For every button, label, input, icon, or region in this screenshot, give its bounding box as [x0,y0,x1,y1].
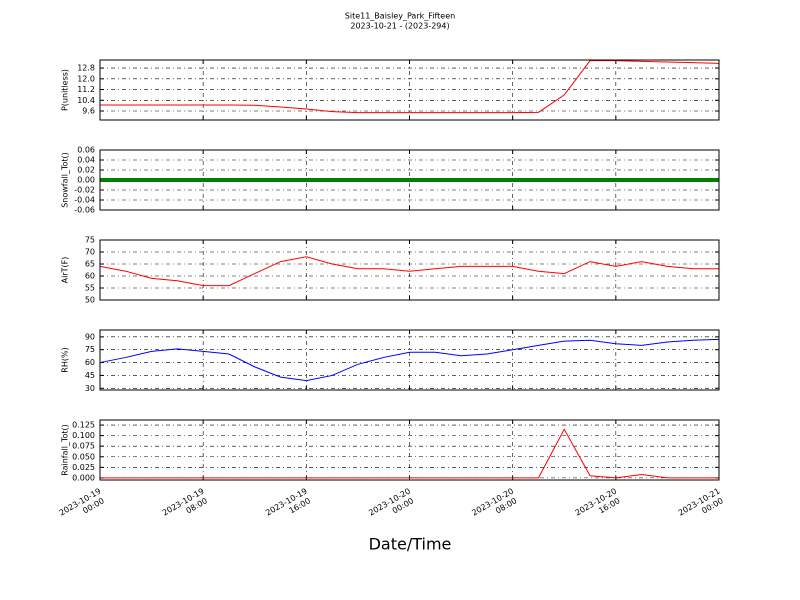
plot-frame [99,149,720,211]
y-tick-label: 10.4 [77,96,95,105]
data-line [99,338,720,382]
y-axis-label: RH(%) [61,347,70,372]
y-tick-label: 0.02 [77,166,95,175]
y-tick-label: 11.2 [77,85,95,94]
y-axis-label: P(unitless) [61,69,70,111]
y-axis-label: AirT(F) [61,257,70,284]
x-tick-label: 2023-10-1916:00 [264,486,314,526]
y-tick-label: 0.06 [77,146,95,155]
y-tick-label: 12.0 [77,74,95,83]
y-tick-label: 0.050 [72,452,95,461]
y-tick-label: 75 [85,236,95,245]
y-tick-label: 60 [85,272,95,281]
y-tick-label: 70 [85,248,95,257]
y-tick-label: 0.00 [77,176,95,185]
x-tick-label: 2023-10-2016:00 [573,486,623,526]
x-tick-label: 2023-10-2008:00 [470,486,520,526]
x-tick-label: 2023-10-2000:00 [367,486,417,526]
x-tick-label: 2023-10-1908:00 [161,486,211,526]
y-tick-label: 0.125 [72,421,95,430]
y-tick-label: 0.075 [72,442,95,451]
y-tick-label: 45 [85,371,95,380]
y-tick-label: 0.000 [72,473,95,482]
y-tick-label: 75 [85,345,95,354]
y-tick-label: 0.025 [72,463,95,472]
y-tick-label: 50 [85,296,95,305]
y-tick-label: 0.100 [72,431,95,440]
plot-frame [99,239,720,301]
y-tick-label: 30 [85,384,95,393]
y-tick-label: 0.04 [77,156,95,165]
y-tick-label: 55 [85,284,95,293]
y-axis-label: Rainfall_Tot() [61,424,70,476]
title: Site11_Baisley_Park_Fifteen [345,12,455,21]
x-tick-label: 2023-10-2100:00 [676,486,726,526]
y-tick-label: -0.04 [74,196,95,205]
y-tick-label: 65 [85,260,95,269]
plot-frame [99,329,720,391]
y-tick-label: 12.8 [77,64,95,73]
x-axis-label: Date/Time [369,535,452,554]
y-tick-label: -0.06 [74,206,95,215]
y-tick-label: 9.6 [82,107,95,116]
y-tick-label: -0.02 [74,186,95,195]
y-axis-label: Snowfall_Tot() [61,152,70,208]
data-line [100,428,719,479]
y-tick-label: 60 [85,358,95,367]
data-line [100,60,720,114]
plot-frame [99,419,720,481]
x-tick-label: 2023-10-1900:00 [57,486,107,526]
data-line [99,256,719,287]
subtitle: 2023-10-21 - (2023-294) [350,22,449,31]
y-tick-label: 90 [85,332,95,341]
plot-frame [99,59,720,121]
